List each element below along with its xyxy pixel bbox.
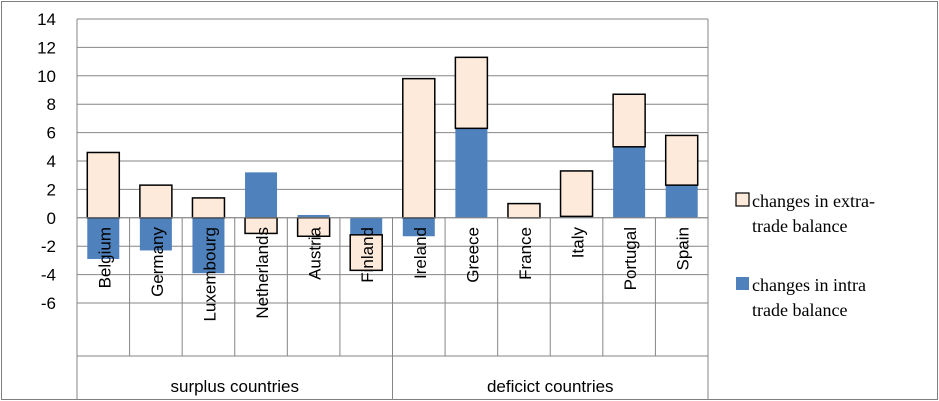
category-label: Luxembourg	[200, 227, 219, 322]
y-tick-label: 12	[37, 38, 56, 57]
category-labels: Belgium Germany Luxembourg Netherlands Austr…	[95, 226, 692, 321]
bar-extra	[664, 134, 699, 186]
legend-swatch	[735, 192, 750, 207]
category-label: Austria	[306, 226, 325, 279]
y-tick-label: 14	[37, 10, 56, 29]
category-label: Finland	[358, 227, 377, 283]
y-tick-label: -2	[41, 237, 56, 256]
bar-extra	[402, 77, 436, 219]
bar-intra	[297, 214, 330, 218]
y-tick-label: 2	[47, 180, 56, 199]
legend: changes in extra-trade balance changes in…	[735, 191, 875, 320]
group-labels: surplus countries deficict countries	[170, 377, 613, 396]
bar-intra	[613, 146, 646, 218]
category-label: Germany	[148, 227, 167, 297]
legend-label: changes in intra	[752, 275, 866, 295]
bar-intra	[665, 185, 698, 218]
y-tick-label: 4	[47, 152, 56, 171]
bar-extra	[454, 56, 489, 130]
y-tick-label: 10	[37, 67, 56, 86]
y-tick-label: 0	[47, 209, 56, 228]
legend-swatch	[736, 277, 749, 290]
category-label: France	[516, 227, 535, 280]
category-label: Ireland	[411, 227, 430, 279]
bar-intra	[402, 217, 435, 237]
category-label: Portugal	[621, 227, 640, 290]
y-axis-ticks: 14 12 10 8 6 4 2 0 -2 -4 -6	[37, 10, 56, 313]
bar-extra	[612, 93, 646, 148]
legend-label: trade balance	[752, 300, 847, 320]
category-label: Belgium	[95, 227, 114, 288]
legend-label: changes in extra-	[752, 191, 875, 211]
category-label: Greece	[463, 227, 482, 283]
y-tick-label: -4	[41, 266, 56, 285]
bar-extra	[349, 234, 383, 272]
category-label: Italy	[569, 227, 588, 259]
bar-intra	[87, 217, 120, 259]
bar-intra	[455, 128, 488, 218]
category-label: Netherlands	[253, 227, 272, 319]
bar-extra	[191, 197, 226, 219]
bar-extra	[86, 151, 121, 219]
bar-extra	[559, 170, 594, 218]
bar-intra	[245, 172, 278, 218]
y-tick-label: -6	[41, 294, 56, 313]
bar-intra	[139, 217, 172, 251]
bar-intra	[350, 217, 383, 235]
y-tick-label: 6	[47, 124, 56, 143]
category-label: Spain	[674, 227, 693, 270]
y-tick-label: 8	[47, 95, 56, 114]
group-label: surplus countries	[170, 377, 299, 396]
bar-extra	[139, 184, 173, 219]
bar-intra	[192, 217, 225, 274]
legend-label: trade balance	[752, 216, 847, 236]
axes	[76, 19, 709, 400]
group-label: deficict countries	[487, 377, 614, 396]
bars	[86, 56, 699, 274]
bar-extra	[507, 202, 541, 219]
